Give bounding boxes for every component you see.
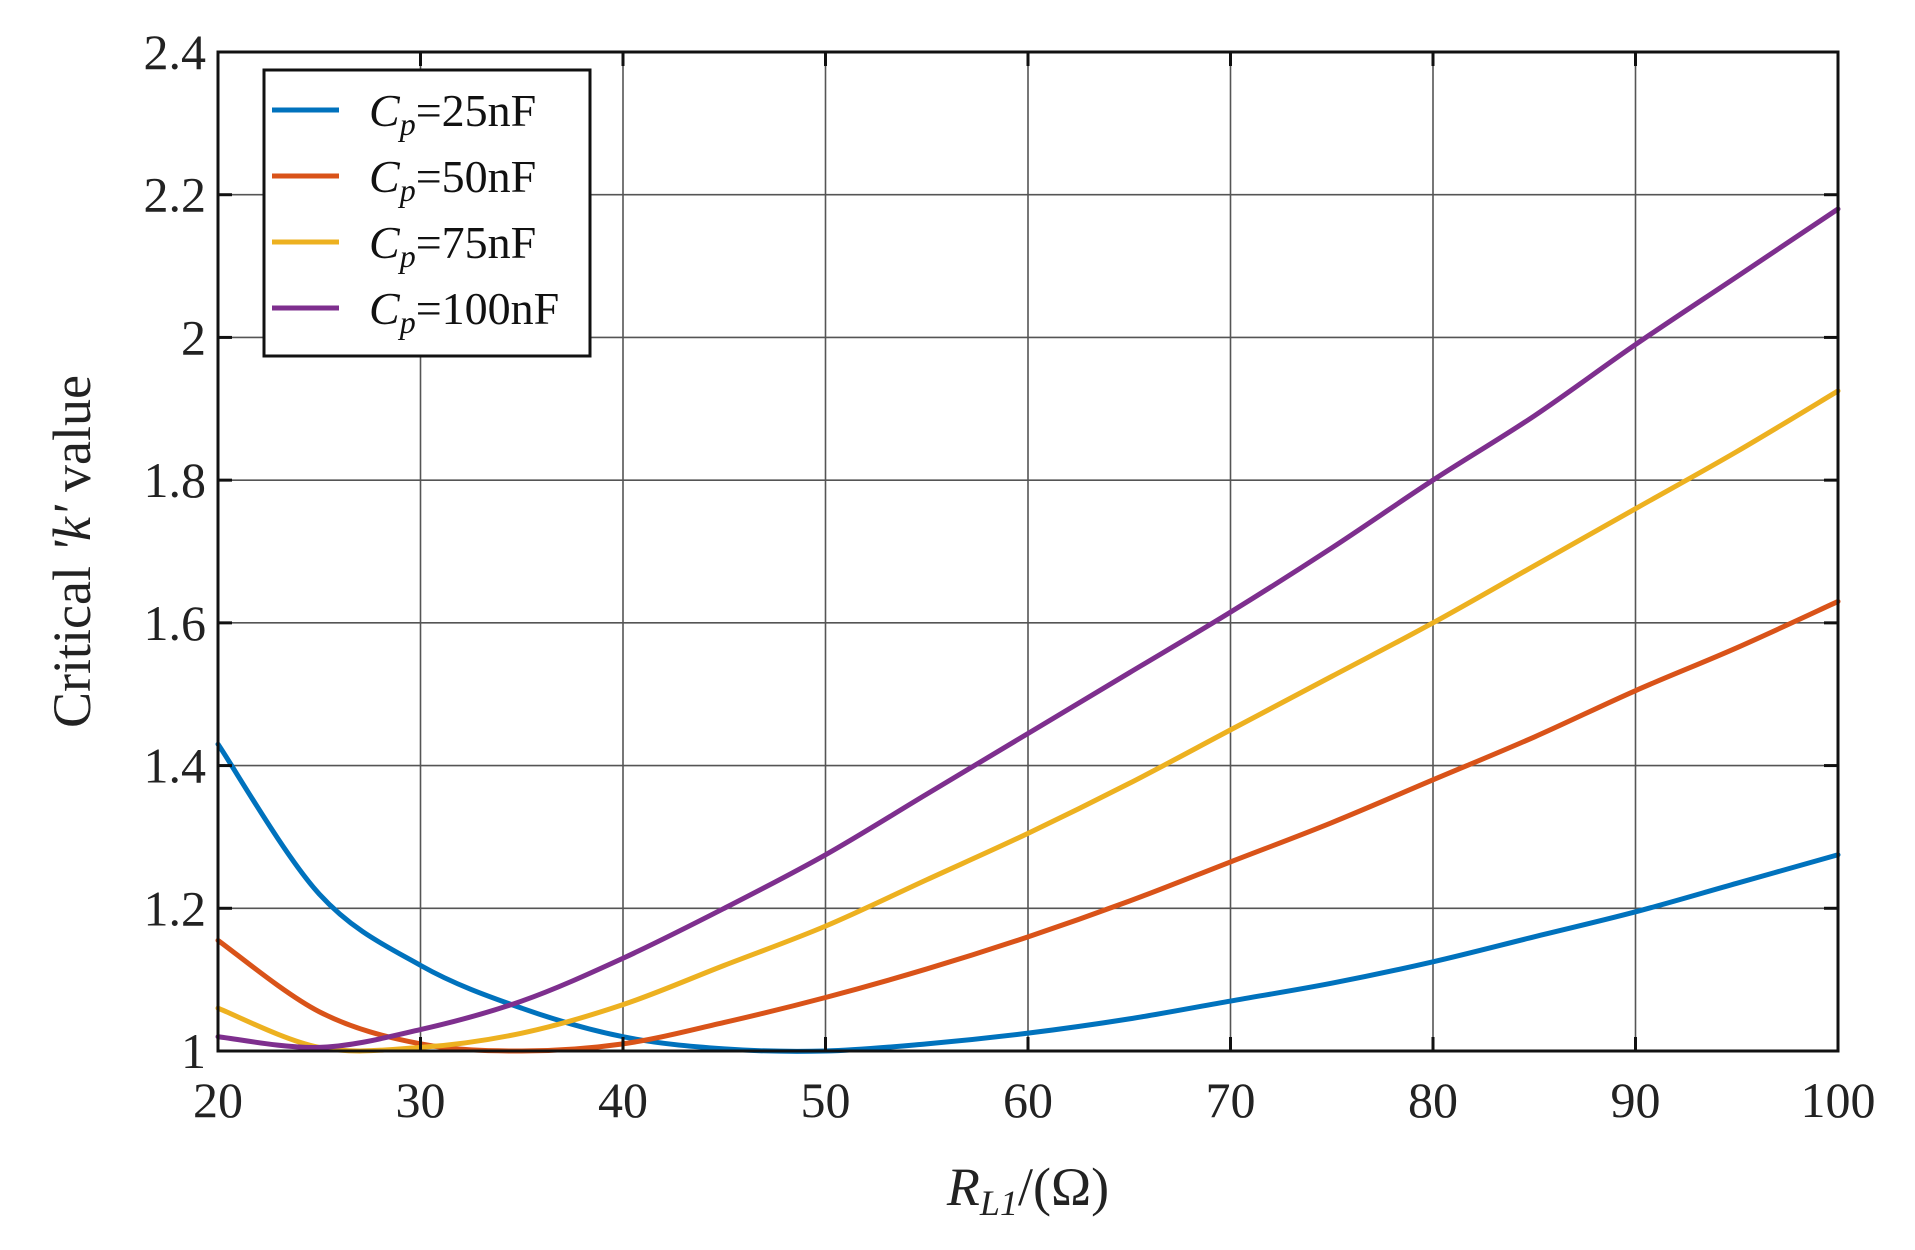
y-tick-label: 2.2 [144,167,207,223]
legend-symbol: C [369,151,401,202]
y-axis-prefix: Critical [42,553,102,728]
y-tick-label: 2 [181,309,206,365]
y-axis-label: Critical 'k' value [42,375,102,728]
series-line-cp-75nf [215,388,1841,1054]
legend-symbol: C [369,85,401,136]
x-tick-label: 80 [1408,1072,1458,1128]
x-tick-label: 100 [1801,1072,1876,1128]
legend-subscript: p [398,172,416,208]
x-axis-label: RL1/(Ω) [946,1157,1109,1223]
y-axis-symbol: 'k' [42,504,102,553]
legend-value: =50nF [416,151,537,202]
legend-label: Cp=50nF [369,151,536,208]
axis-ticks [216,50,1840,1053]
tick-labels: 20 30 40 50 60 70 80 90 100 1 1.2 1.4 1.6 1.8 2 2.2 2.4 [144,24,1876,1128]
legend-entry: Cp=25nF [272,85,536,142]
legend-entry: Cp=50nF [272,151,536,208]
x-tick-label: 40 [598,1072,648,1128]
legend-symbol: C [369,283,401,334]
x-tick-label: 60 [1003,1072,1053,1128]
x-axis-unit: /(Ω) [1018,1157,1109,1217]
legend-subscript: p [398,106,416,142]
x-axis-subscript: L1 [979,1183,1018,1223]
legend-value: =25nF [416,85,537,136]
x-tick-label: 50 [801,1072,851,1128]
y-tick-label: 1.6 [144,595,207,651]
legend-entry: Cp=100nF [272,283,559,340]
series-line-cp-25nf [215,741,1841,1054]
legend-label: Cp=75nF [369,217,536,274]
legend-subscript: p [398,304,416,340]
legend-value: =100nF [416,283,560,334]
legend-subscript: p [398,238,416,274]
x-tick-label: 90 [1611,1072,1661,1128]
y-axis-suffix: value [42,375,102,505]
y-tick-label: 1.2 [144,880,207,936]
legend-label: Cp=25nF [369,85,536,142]
legend-label: Cp=100nF [369,283,559,340]
x-tick-label: 20 [193,1072,243,1128]
x-axis-symbol: R [946,1157,980,1217]
legend-entry: Cp=75nF [272,217,536,274]
x-tick-label: 70 [1206,1072,1256,1128]
legend-symbol: C [369,217,401,268]
x-tick-label: 30 [396,1072,446,1128]
y-tick-label: 1 [181,1023,206,1079]
series-line-cp-100nf [215,206,1841,1050]
legend-value: =75nF [416,217,537,268]
y-tick-label: 1.4 [144,738,207,794]
y-tick-label: 2.4 [144,24,207,80]
y-tick-label: 1.8 [144,452,207,508]
